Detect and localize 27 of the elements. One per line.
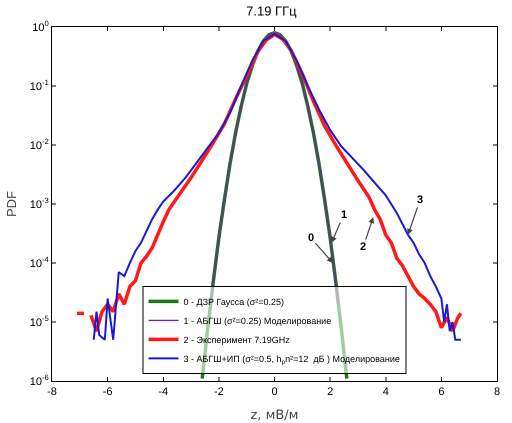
y-tick-label: 10$^{-3}$	[30, 196, 49, 211]
y-tick-label: 10$^{0}$	[32, 19, 49, 34]
annotation: 0	[308, 232, 314, 244]
y-tick-label: 10$^{-1}$	[30, 78, 49, 93]
x-tick-label: -8	[47, 386, 57, 398]
x-tick-label: 2	[327, 386, 334, 398]
x-tick-label: 8	[494, 386, 500, 398]
annotation: 1	[341, 209, 348, 221]
x-tick-label: -4	[158, 386, 168, 398]
legend-label: 0 - ДЗР Гаусса (σ²=0.25)	[184, 296, 284, 307]
x-tick-label: 4	[382, 386, 389, 398]
x-tick-label: 6	[438, 386, 444, 398]
legend-label: 3 - АБГШ+ИП (σ²=0.5, h$_{p}$n²=12 дБ ) Моделирование	[184, 354, 400, 366]
y-tick-label: 10$^{-2}$	[30, 137, 49, 152]
x-tick-label: -2	[214, 386, 224, 398]
legend-label: 2 - Эксперимент 7.19GHz	[184, 334, 290, 345]
x-tick-label: -6	[102, 386, 113, 398]
annotation: 2	[360, 241, 366, 253]
y-tick-label: 10$^{-4}$	[30, 255, 50, 270]
chart-title: 7.19 ГГц	[246, 3, 298, 18]
legend-label: 1 - АБГШ (σ²=0.25) Моделирование	[184, 316, 332, 326]
annotation: 3	[417, 194, 424, 206]
y-tick-label: 10$^{-6}$	[30, 373, 49, 388]
y-tick-label: 10$^{-5}$	[30, 314, 49, 329]
y-axis-title: PDF	[4, 190, 19, 217]
x-axis-title: z, мВ/м	[250, 408, 299, 423]
x-tick-label: 0	[271, 386, 278, 398]
